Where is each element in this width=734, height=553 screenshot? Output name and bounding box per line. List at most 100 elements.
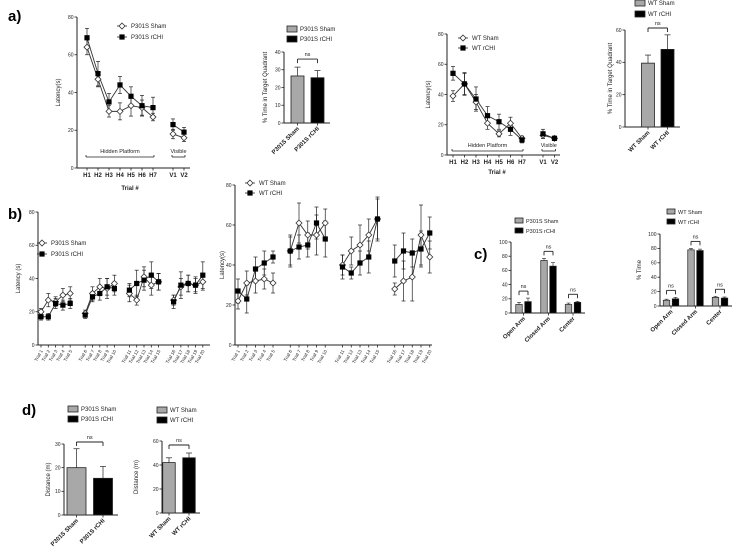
y-tick-label: 60 <box>651 261 657 267</box>
bar <box>711 297 720 307</box>
y-tick-label: 80 <box>502 254 508 260</box>
x-tick-label: WT rCHI <box>650 130 671 151</box>
data-point <box>417 231 425 239</box>
data-point <box>374 216 381 222</box>
data-point <box>551 135 558 141</box>
data-point <box>116 107 124 115</box>
x-tick-label: Trial 2 <box>239 349 250 363</box>
data-point <box>134 280 140 287</box>
legend-swatch <box>156 416 168 424</box>
data-point <box>261 260 267 266</box>
y-tick-label: 40 <box>616 60 622 66</box>
data-point <box>365 231 373 239</box>
data-point <box>312 231 321 239</box>
y-tick-label: 0 <box>441 153 444 159</box>
x-tick-label: H5 <box>127 173 135 179</box>
x-tick-label: Trial 1 <box>230 349 241 363</box>
y-tick-label: 30 <box>275 68 281 74</box>
legend-swatch <box>286 35 298 43</box>
data-point <box>304 231 312 239</box>
data-point <box>141 277 147 283</box>
significance-label: ns <box>305 52 311 58</box>
data-point <box>347 247 355 255</box>
y-tick-label: 80 <box>438 32 444 38</box>
group-label: Hidden Platform <box>100 149 140 155</box>
x-tick-label: P301S rCHI <box>79 518 106 545</box>
data-point <box>260 275 268 283</box>
x-tick-label: Trial 10 <box>316 349 328 365</box>
group-label: Hidden Platform <box>468 143 508 149</box>
x-tick-label: Trial 15 <box>369 349 381 365</box>
bar <box>671 298 680 307</box>
legend-swatch <box>156 406 168 414</box>
data-point <box>105 107 113 115</box>
bar <box>515 304 523 314</box>
y-tick-label: 80 <box>29 210 35 216</box>
bar <box>290 75 305 124</box>
x-tick-label: Trial 12 <box>128 349 140 365</box>
legend-swatch <box>67 405 79 413</box>
x-tick-label: Trial 3 <box>248 349 259 363</box>
significance-label: ns <box>176 438 182 444</box>
bar <box>660 49 675 128</box>
legend-swatch <box>634 10 646 18</box>
x-tick-label: Trial 8 <box>300 349 311 363</box>
legend-label: WT rCHI <box>472 46 496 52</box>
x-axis-label: Trial # <box>121 186 139 192</box>
data-point <box>392 258 398 264</box>
significance-label: ns <box>521 284 527 290</box>
data-point <box>321 219 329 227</box>
data-point <box>305 242 311 248</box>
x-tick-label: Trial 1 <box>33 349 44 363</box>
y-axis-label: Latency(s) <box>220 251 226 279</box>
y-tick-label: 40 <box>29 276 35 282</box>
data-point <box>269 279 277 287</box>
x-tick-label: V2 <box>180 173 188 179</box>
significance-label: ns <box>668 283 674 289</box>
data-point <box>540 131 546 137</box>
y-tick-label: 60 <box>438 62 444 68</box>
x-tick-label: Trial 5 <box>63 349 74 363</box>
y-axis-label: Latency(s) <box>426 80 432 108</box>
x-tick-label: Trial 6 <box>78 349 89 363</box>
y-tick-label: 20 <box>651 289 657 295</box>
data-point <box>139 103 145 109</box>
data-point <box>296 244 302 250</box>
data-point <box>38 314 44 320</box>
legend-label: P301S rCHI <box>526 229 556 235</box>
legend-label: WT Sham <box>678 210 703 216</box>
data-point <box>96 283 104 291</box>
data-point <box>60 302 66 308</box>
legend-label: P301S rCHI <box>51 252 83 258</box>
x-tick-label: H2 <box>94 173 102 179</box>
data-point <box>270 254 276 260</box>
x-tick-label: H1 <box>449 160 457 166</box>
x-tick-label: Trial 9 <box>309 349 320 363</box>
data-point <box>418 246 424 252</box>
legend-marker <box>118 22 126 30</box>
data-point <box>133 296 141 304</box>
data-point <box>84 35 90 41</box>
data-point <box>450 70 456 76</box>
x-tick-label: Trial 11 <box>121 349 133 364</box>
x-tick-label: Closed Arm <box>671 309 699 337</box>
data-point <box>104 284 110 290</box>
data-point <box>199 278 207 286</box>
legend-marker <box>38 239 46 247</box>
group-label: Visible <box>541 143 557 149</box>
bar <box>93 477 113 516</box>
bar <box>310 77 325 124</box>
legend-label: P301S Sham <box>300 27 335 33</box>
y-tick-label: 10 <box>55 489 61 495</box>
x-tick-label: H4 <box>484 160 492 166</box>
data-point <box>356 241 364 249</box>
y-tick-label: 60 <box>68 53 74 59</box>
data-point <box>147 281 155 289</box>
x-tick-label: Trial 14 <box>360 349 372 365</box>
x-tick-label: Trial 17 <box>172 349 184 365</box>
x-tick-label: H7 <box>518 160 526 166</box>
legend-label: P301S Sham <box>526 219 559 225</box>
